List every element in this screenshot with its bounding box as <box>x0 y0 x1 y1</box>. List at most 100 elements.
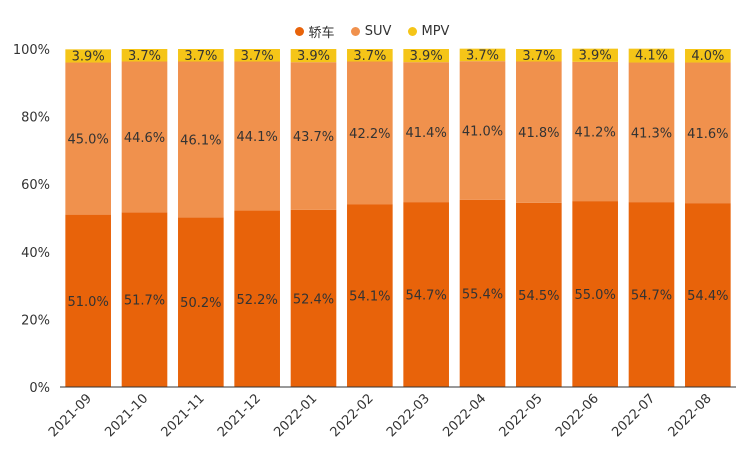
bar-segment <box>234 49 280 62</box>
bar-segment <box>459 48 506 62</box>
bar-segment <box>121 61 168 213</box>
bar-value-label: 45.0% <box>68 133 109 148</box>
bar-segment <box>347 49 393 62</box>
bar-value-label: 4.1% <box>635 49 668 64</box>
bar-segment <box>685 49 731 63</box>
y-tick-label: 100% <box>13 43 50 58</box>
bar-value-label: 54.7% <box>406 289 447 304</box>
bar-segment <box>403 62 449 203</box>
bar-value-label: 44.1% <box>237 130 278 145</box>
bar-segment <box>290 62 337 210</box>
bar-value-label: 54.7% <box>631 289 672 304</box>
x-tick-label: 2022-03 <box>384 391 433 440</box>
legend-swatch-sedan <box>294 27 304 36</box>
y-tick-label: 20% <box>21 313 50 328</box>
bar-value-label: 4.0% <box>691 49 724 64</box>
legend-swatch-suv <box>350 27 360 36</box>
y-tick-label: 40% <box>21 246 50 261</box>
bar-value-label: 3.7% <box>353 49 386 64</box>
bar-segment <box>572 201 618 387</box>
bar-value-label: 54.4% <box>687 289 728 304</box>
legend-item-sedan[interactable]: 轿车 <box>294 22 335 41</box>
bar-value-label: 41.4% <box>406 126 447 141</box>
bar-value-label: 3.9% <box>72 49 105 64</box>
x-tick-label: 2021-11 <box>159 391 208 440</box>
bar-segment <box>121 212 168 387</box>
bar-segment <box>628 202 675 387</box>
bar-segment <box>628 48 675 63</box>
bar-value-label: 55.0% <box>575 288 616 303</box>
bar-segment <box>65 214 111 387</box>
y-tick-label: 80% <box>21 111 50 126</box>
bar-value-label: 51.0% <box>68 295 109 310</box>
y-tick-label: 60% <box>21 178 50 193</box>
bar-segment <box>290 49 337 63</box>
bar-value-label: 41.6% <box>687 127 728 142</box>
bar-segment <box>516 61 562 203</box>
bar-value-label: 51.7% <box>124 294 165 309</box>
bar-value-label: 41.3% <box>631 126 672 141</box>
bar-segment <box>178 49 224 62</box>
x-tick-label: 2021-10 <box>102 391 151 440</box>
x-tick-label: 2022-05 <box>497 391 546 440</box>
bar-value-label: 42.2% <box>349 127 390 142</box>
bar-value-label: 44.6% <box>124 131 165 146</box>
bar-value-label: 3.9% <box>579 49 612 64</box>
bar-value-label: 3.7% <box>128 49 161 64</box>
x-tick-label: 2022-07 <box>609 391 658 440</box>
bar-segment <box>347 204 393 387</box>
bar-segment <box>65 49 111 63</box>
bar-segment <box>234 61 280 211</box>
bar-segment <box>516 202 562 387</box>
chart-legend: 轿车 SUV MPV <box>0 22 744 41</box>
bar-segment <box>516 49 562 62</box>
bar-value-label: 3.7% <box>522 49 555 64</box>
x-tick-label: 2022-06 <box>553 391 602 440</box>
bar-value-label: 50.2% <box>180 296 221 311</box>
bar-segment <box>65 62 111 215</box>
bar-segment <box>459 199 506 387</box>
x-tick-label: 2021-12 <box>215 391 264 440</box>
bar-segment <box>290 209 337 387</box>
bar-segment <box>685 203 731 387</box>
x-tick-label: 2022-08 <box>666 391 715 440</box>
bar-value-label: 52.2% <box>237 293 278 308</box>
bar-segment <box>121 49 168 62</box>
legend-swatch-mpv <box>407 27 417 36</box>
y-tick-label: 0% <box>29 381 50 396</box>
bar-value-label: 43.7% <box>293 130 334 145</box>
bar-segment <box>403 202 449 387</box>
bar-segment <box>234 210 280 387</box>
bar-segment <box>685 62 731 204</box>
bar-value-label: 55.4% <box>462 287 503 302</box>
bar-value-label: 3.9% <box>297 49 330 64</box>
x-tick-label: 2021-09 <box>46 391 95 440</box>
bar-segment <box>178 61 224 218</box>
legend-item-suv[interactable]: SUV <box>350 24 392 39</box>
bar-segment <box>628 62 675 203</box>
bar-value-label: 41.2% <box>575 125 616 140</box>
bar-value-label: 41.0% <box>462 124 503 139</box>
bar-segment <box>178 217 224 387</box>
bar-value-label: 54.1% <box>349 290 390 305</box>
legend-label-sedan: 轿车 <box>308 26 335 41</box>
bar-segment <box>347 61 393 205</box>
bar-value-label: 46.1% <box>180 133 221 148</box>
bar-segment <box>459 61 506 200</box>
bar-segment <box>572 61 618 202</box>
bar-segment <box>403 49 449 63</box>
bar-value-label: 3.7% <box>466 49 499 64</box>
bar-value-label: 41.8% <box>518 126 559 141</box>
x-tick-label: 2022-02 <box>328 391 377 440</box>
bar-value-label: 54.5% <box>518 289 559 304</box>
bar-value-label: 3.9% <box>410 49 443 64</box>
legend-label-mpv: MPV <box>421 24 450 39</box>
x-tick-label: 2022-04 <box>440 391 489 440</box>
legend-label-suv: SUV <box>364 24 392 39</box>
legend-item-mpv[interactable]: MPV <box>407 24 450 39</box>
bar-value-label: 3.7% <box>184 49 217 64</box>
bar-value-label: 3.7% <box>241 49 274 64</box>
bar-segment <box>572 48 618 62</box>
x-tick-label: 2022-01 <box>271 391 320 440</box>
